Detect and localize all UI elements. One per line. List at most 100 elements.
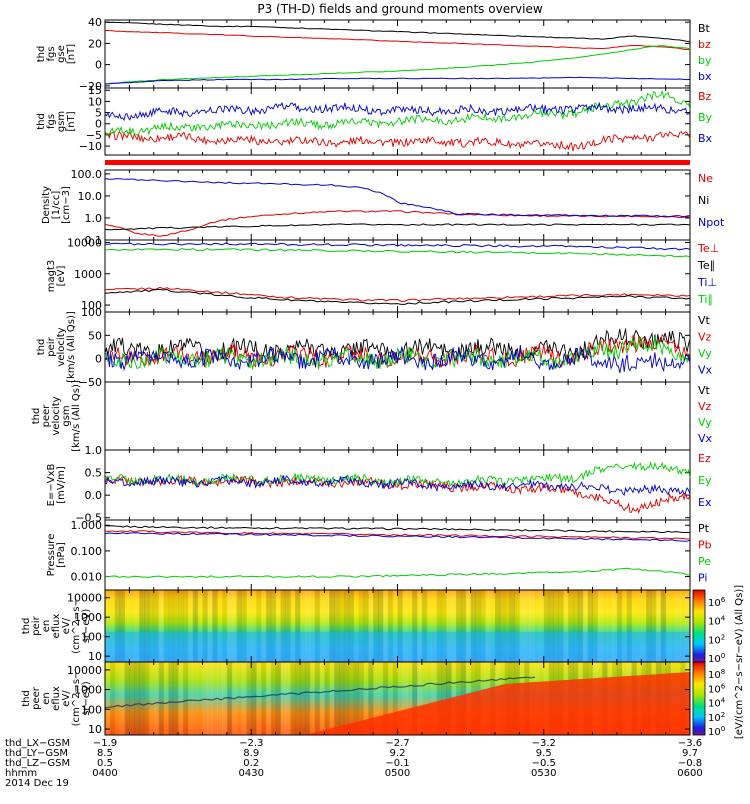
peir_spectrogram-column: [382, 590, 389, 662]
peir_spectrogram-column: [378, 590, 384, 662]
peer_spectrogram-column: [431, 662, 437, 735]
peir_spectrogram-column: [319, 590, 325, 662]
peir_spectrogram-column: [577, 590, 584, 662]
ylabel-line: fgs: [46, 46, 57, 61]
peer_spectrogram-column: [329, 662, 335, 735]
peir_spectrogram-column: [129, 590, 135, 662]
peer_spectrogram-column: [300, 662, 306, 735]
peir_spectrogram-column: [300, 590, 306, 662]
peir_spectrogram-column: [529, 590, 535, 662]
peer_spectrogram-colorbar: [692, 661, 706, 736]
ytick-label: −20: [79, 80, 102, 93]
peer_spectrogram-column: [382, 662, 389, 735]
peir_spectrogram-column: [202, 590, 208, 662]
peir_spectrogram-column: [612, 590, 618, 662]
ylabel-line: magt3: [46, 260, 57, 293]
ephem-row-label: thd_LX−GSM: [5, 738, 70, 749]
peir_spectrogram-column: [475, 590, 481, 662]
ylabel-line: thd: [36, 339, 47, 356]
colorbar-tick: 106: [708, 596, 726, 609]
peir_spectrogram-column: [417, 590, 423, 662]
ytick-label: 100: [81, 299, 102, 312]
ephem-value: 9.7: [682, 748, 698, 759]
peer_spectrogram-column: [402, 662, 408, 735]
peir_spectrogram-column: [558, 590, 564, 662]
ylabel-line: thd: [36, 113, 47, 130]
efield-ylabel: E=−VxB [mV/m]: [46, 464, 67, 507]
peir_spectrogram-column: [348, 590, 355, 662]
peir_spectrogram-column: [548, 590, 554, 662]
peer_spectrogram-column: [417, 662, 423, 735]
peir_spectrogram-column: [587, 590, 593, 662]
peir_spectrogram-column: [114, 590, 121, 662]
colorbar-tick: 106: [708, 682, 726, 695]
peer_spectrogram-column: [295, 662, 301, 735]
peir_spectrogram-column: [675, 590, 681, 662]
peer_spectrogram-column: [314, 662, 320, 735]
ylabel-line: eV/: [61, 690, 72, 707]
peir_spectrogram-column: [646, 590, 652, 662]
peer_spectrogram-column: [319, 662, 325, 735]
peer_spectrogram-column: [343, 662, 350, 735]
legend-temperature-1: Te∥: [697, 259, 715, 272]
ytick-label: 100.0: [71, 168, 103, 181]
peir_spectrogram-column: [324, 590, 330, 662]
peir_spectrogram-column: [304, 590, 311, 662]
ylabel-line: [nT]: [66, 44, 77, 64]
peir_spectrogram-column: [543, 590, 550, 662]
ephem-row-label: thd_LZ−GSM: [5, 758, 70, 769]
peer_spectrogram-column: [217, 662, 223, 735]
series-fgs_gsm-2: [104, 101, 691, 122]
ephem-value: 0.5: [97, 758, 113, 769]
legend-fgs_gsm-2: Bx: [698, 132, 713, 145]
legend-peer_velocity-0: Vt: [698, 384, 711, 397]
ylabel-line: [km/s (All Qs)]: [71, 380, 82, 452]
peer_spectrogram-column: [324, 662, 330, 735]
peer_spectrogram-column: [105, 662, 111, 735]
peir_spectrogram-column: [534, 590, 540, 662]
legend-peer_velocity-1: Vz: [698, 400, 712, 413]
peer_spectrogram-column: [202, 662, 208, 735]
peer_spectrogram-column: [197, 662, 203, 735]
ylabel-line: (cm^2−s−: [71, 598, 82, 654]
peir_spectrogram-column: [134, 590, 140, 662]
ylabel-line: peer: [31, 686, 42, 710]
panel-efield: 1.0 0.5 0.0 −0.5 E=−VxB [mV/m] Ez Ey Ex: [46, 444, 712, 525]
peir_spectrogram-column: [261, 590, 267, 662]
peir_spectrogram-column: [256, 590, 262, 662]
ylabel-line: gsm: [61, 405, 72, 426]
peir_spectrogram-column: [480, 590, 486, 662]
ylabel-line: fgs: [46, 114, 57, 129]
peir_spectrogram-column: [519, 590, 525, 662]
pressure-ylabel: Pressure [nPa]: [46, 534, 67, 577]
peer_spectrogram-column: [421, 662, 428, 735]
peir_spectrogram-column: [495, 590, 501, 662]
peir_spectrogram-column: [446, 590, 452, 662]
mode-bar: [105, 160, 690, 165]
ephem-value: −3.6: [678, 738, 702, 749]
legend-peer_velocity-3: Vx: [698, 432, 713, 445]
peir_spectrogram-column: [456, 590, 462, 662]
series-fgs_gse-1: [105, 30, 691, 51]
peer_spectrogram-column: [412, 662, 418, 735]
ytick-label: −50: [79, 376, 102, 389]
peir_spectrogram-column: [660, 590, 667, 662]
peer_spectrogram-column: [207, 662, 213, 735]
ytick-label: 0.5: [85, 467, 103, 480]
colorbar-tick: 100: [708, 652, 725, 665]
legend-fgs_gse-2: by: [698, 54, 712, 67]
peir_spectrogram-column: [597, 590, 603, 662]
peir_spectrogram-column: [187, 590, 194, 662]
fgs_gsm-frame: [104, 87, 691, 156]
series-density-2: [104, 178, 691, 218]
panel-temperature: 10000 1000 100 magt3 [eV] Te⊥ Te∥ Ti⊥ Ti∥: [46, 236, 719, 313]
peir_spectrogram-column: [158, 590, 164, 662]
ytick-label: 0.1: [85, 234, 103, 247]
peir_spectrogram-column: [119, 590, 125, 662]
peir_spectrogram-column: [626, 590, 632, 662]
legend-peir_velocity-0: Vt: [698, 314, 711, 327]
ytick-label: 0.100: [71, 545, 103, 558]
ylabel-line: [nT]: [66, 111, 77, 131]
